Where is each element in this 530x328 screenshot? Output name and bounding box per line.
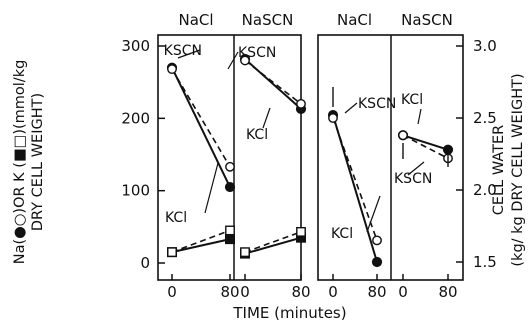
left-y-axis-label-line2: DRY CELL WEIGHT) [30,93,46,231]
left-point-open-square [225,225,235,236]
right-annotation: KCl [331,226,353,242]
left-annotation-leader [204,162,219,214]
left-x-tick-label: 0 [167,283,177,301]
right-annotation: KSCN [394,171,432,187]
left-point-open-circle [296,98,306,109]
right-x-tick-label: 0 [398,283,408,301]
right-x-tick-label: 80 [438,283,457,301]
left-series-line [244,59,302,105]
right-point-open-circle [372,235,382,246]
left-point-open-circle [167,64,177,75]
left-annotation: KSCN [238,45,276,61]
right-point-open-circle [398,130,408,141]
right-annotation-leader [417,108,422,125]
left-annotation-leader [227,51,239,70]
left-series-line [171,229,231,253]
left-y-tick-label: 300 [121,37,150,55]
right-column-header: NaCl [337,11,372,29]
left-point-open-square [240,247,250,258]
left-series-line [171,238,231,254]
right-annotation-leader [366,195,381,233]
x-axis-label: TIME (minutes) [232,304,346,322]
left-column-header: NaSCN [242,11,294,29]
right-annotation: KCl [401,92,423,108]
left-x-tick-label: 0 [240,283,250,301]
right-y-tick-label: 2.5 [473,109,497,127]
left-point-open-square [296,226,306,237]
left-annotation: KSCN [164,43,202,59]
left-column-header: NaCl [178,11,213,29]
left-series-line [171,68,231,168]
right-point-filled-circle [371,256,383,268]
left-point-filled-square [225,234,235,245]
left-x-tick-label: 80 [291,283,310,301]
right-point-filled-circle [442,144,454,155]
right-series-line [402,134,449,160]
right-x-tick-label: 80 [367,283,386,301]
right-y-tick-label: 1.5 [473,253,497,271]
left-y-axis-label-line1: Na(●○)OR K (■□)(mmol/kg [12,60,28,265]
right-annotation-leader [407,161,425,176]
right-column-header: NaSCN [401,11,453,29]
left-point-filled-circle [224,181,236,193]
left-y-tick-label: 0 [140,254,150,272]
right-x-tick-label: 0 [328,283,338,301]
left-y-tick-label: 100 [121,182,150,200]
left-annotation: KCl [165,210,187,226]
right-y-tick-label: 3.0 [473,37,497,55]
left-y-tick-label: 200 [121,109,150,127]
right-series-line [402,134,449,151]
left-annotation-leader [177,49,201,59]
left-annotation: KCl [246,127,268,143]
right-annotation: KSCN [358,96,396,112]
right-series-line [332,117,378,241]
right-point-open-circle [328,113,338,123]
left-point-open-circle [225,161,235,172]
left-point-open-square [167,247,177,258]
left-series-line [244,236,302,255]
left-series-line [171,67,231,188]
left-series-line [244,231,302,253]
right-y-tick-label: 2.0 [473,181,497,199]
right-annotation-leader [344,102,358,114]
left-point-open-circle [240,55,250,66]
left-x-tick-label: 80 [220,283,239,301]
left-annotation-leader [262,107,271,129]
right-y-axis-label-line2: (kg/ kg DRY CELL WEIGHT) [510,73,526,266]
right-y-axis-label-line1: CELL WATER [491,125,507,215]
